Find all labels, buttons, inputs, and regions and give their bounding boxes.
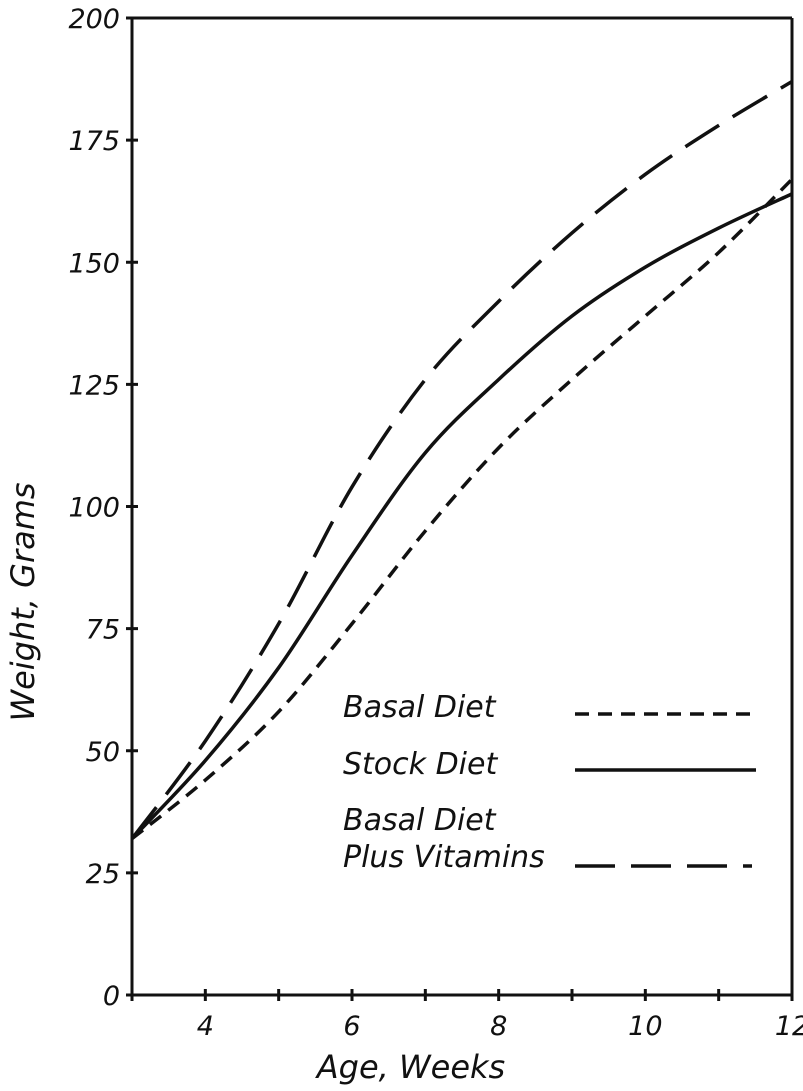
x-tick-label: 4 bbox=[197, 1011, 214, 1042]
y-tick-label: 100 bbox=[68, 493, 120, 524]
y-tick-label: 175 bbox=[68, 126, 120, 157]
y-tick-label: 0 bbox=[103, 981, 120, 1012]
series-line-basal-diet bbox=[130, 177, 794, 841]
x-tick-label: 10 bbox=[628, 1011, 662, 1042]
y-tick-label: 75 bbox=[86, 615, 120, 646]
x-tick-label: 12 bbox=[775, 1011, 803, 1042]
x-ticks: 4 6 8 10 12 bbox=[130, 989, 803, 1042]
legend-label-basal-diet: Basal Diet bbox=[343, 690, 497, 725]
y-ticks: 0 25 50 75 100 125 150 175 200 bbox=[68, 4, 138, 1012]
x-axis-title: Age, Weeks bbox=[315, 1048, 505, 1086]
legend: Basal Diet Stock Diet Basal Diet Plus Vi… bbox=[343, 690, 756, 875]
y-tick-label: 125 bbox=[68, 370, 120, 401]
series-layer bbox=[130, 80, 794, 841]
legend-label-stock-diet: Stock Diet bbox=[343, 747, 498, 782]
y-tick-label: 50 bbox=[86, 737, 120, 768]
x-tick-label: 6 bbox=[343, 1011, 360, 1042]
series-line-stock-diet bbox=[130, 192, 793, 840]
series-line-basal-diet-plus-vitamins bbox=[130, 80, 793, 840]
legend-label-basal-diet-plus-vitamins-line1: Basal Diet bbox=[343, 803, 497, 838]
y-tick-label: 200 bbox=[68, 4, 120, 35]
x-tick-label: 8 bbox=[490, 1011, 507, 1042]
y-tick-label: 25 bbox=[86, 859, 120, 890]
legend-label-basal-diet-plus-vitamins-line2: Plus Vitamins bbox=[343, 840, 545, 875]
y-axis-title: Weight, Grams bbox=[4, 482, 42, 721]
y-tick-label: 150 bbox=[68, 248, 120, 279]
